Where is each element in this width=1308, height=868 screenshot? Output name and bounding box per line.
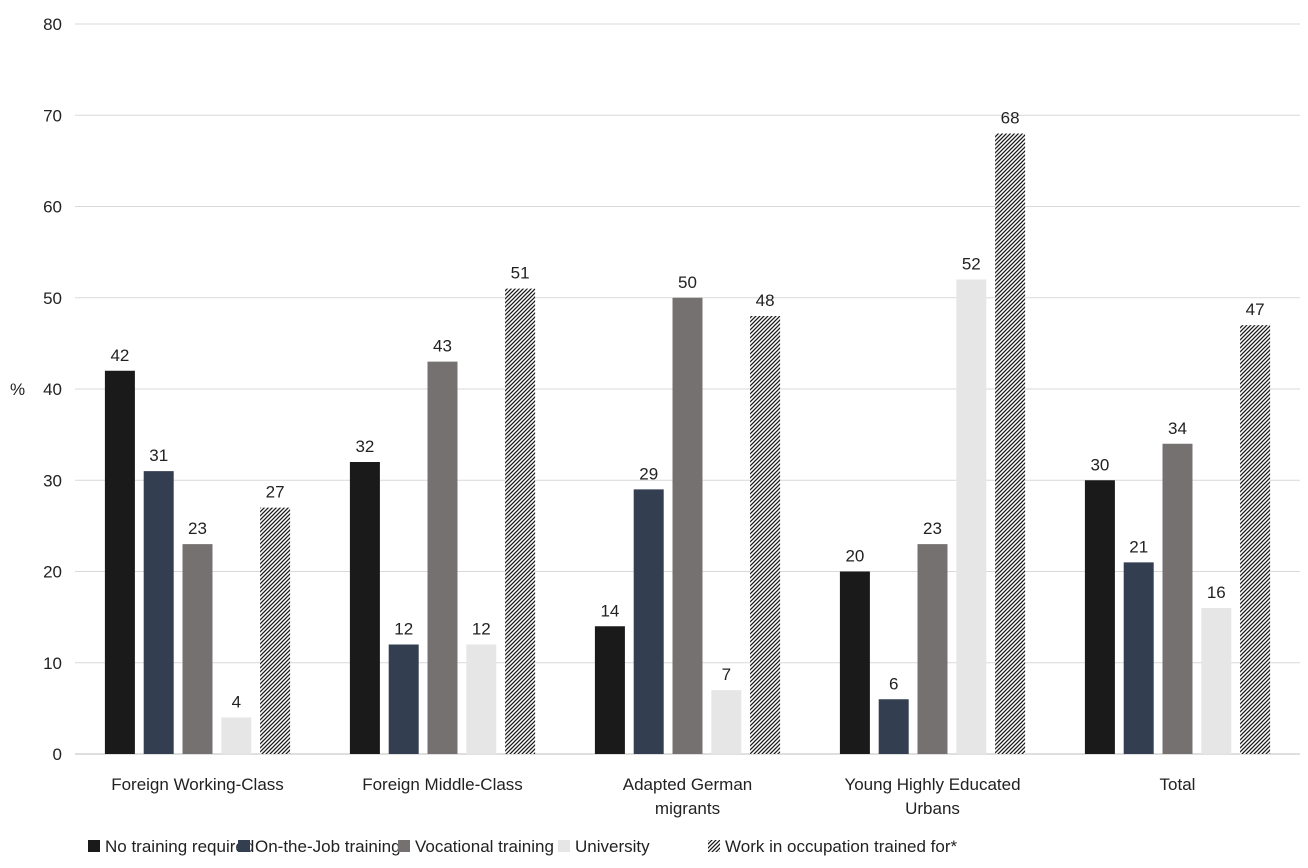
y-tick-label: 60 (43, 198, 62, 217)
bar (1084, 480, 1115, 754)
data-label: 47 (1246, 300, 1265, 319)
bar (466, 644, 497, 754)
bar (594, 626, 625, 754)
legend-label: Work in occupation trained for* (725, 837, 958, 856)
legend-item: No training required (88, 837, 254, 856)
x-axis-category-labels: Foreign Working-Class Foreign Middle-Clas… (111, 775, 1195, 818)
data-label: 32 (355, 437, 374, 456)
x-tick-label: Young Highly Educated Urbans (844, 775, 1020, 818)
legend-item: Vocational training (398, 837, 554, 856)
data-label: 30 (1090, 455, 1109, 474)
bar (221, 717, 252, 754)
legend-label: On-the-Job training (255, 837, 401, 856)
legend-label: Vocational training (415, 837, 554, 856)
bar (104, 370, 135, 754)
y-tick-label: 40 (43, 380, 62, 399)
data-label: 12 (472, 620, 491, 639)
legend-item: University (558, 837, 650, 856)
x-tick-label: Adapted German migrants (623, 775, 752, 818)
bar (349, 462, 380, 754)
bar (388, 644, 419, 754)
data-label: 42 (110, 346, 129, 365)
data-label: 14 (600, 601, 619, 620)
data-label: 43 (433, 337, 452, 356)
data-label: 27 (266, 483, 285, 502)
legend-label: No training required (105, 837, 254, 856)
data-label: 50 (678, 273, 697, 292)
bar (956, 279, 987, 754)
bar (1123, 562, 1154, 754)
legend-swatch (398, 840, 410, 852)
y-tick-label: 0 (53, 745, 62, 764)
bar (1240, 325, 1271, 754)
y-tick-label: 20 (43, 563, 62, 582)
y-tick-label: 50 (43, 289, 62, 308)
bar (1201, 608, 1232, 754)
y-tick-label: 10 (43, 654, 62, 673)
data-label: 23 (923, 519, 942, 538)
bar (182, 544, 213, 754)
y-tick-label: 70 (43, 106, 62, 125)
data-label: 48 (756, 291, 775, 310)
y-axis-tick-labels: 0 10 20 30 40 50 60 70 80 (43, 15, 62, 764)
data-label: 52 (962, 255, 981, 274)
data-label: 31 (149, 446, 168, 465)
data-label: 12 (394, 620, 413, 639)
data-label: 23 (188, 519, 207, 538)
data-label: 7 (722, 665, 731, 684)
data-label: 16 (1207, 583, 1226, 602)
legend-swatch (558, 840, 570, 852)
bar (711, 690, 742, 754)
legend: No training required On-the-Job training V… (88, 837, 958, 856)
bar (995, 133, 1026, 754)
data-labels: 42 31 23 4 27 32 12 43 12 51 14 29 50 7 48 20 6 23 52 68 30 2… (110, 109, 1264, 712)
x-tick-label: Foreign Working-Class (111, 775, 284, 794)
bar (672, 297, 703, 754)
data-label: 20 (845, 547, 864, 566)
y-axis-label: % (10, 380, 25, 399)
data-label: 51 (511, 264, 530, 283)
x-tick-label: Foreign Middle-Class (362, 775, 523, 794)
bar (839, 571, 870, 754)
y-tick-label: 30 (43, 471, 62, 490)
data-label: 68 (1001, 109, 1020, 128)
legend-item: On-the-Job training (238, 837, 401, 856)
bar (633, 489, 664, 754)
bars (104, 133, 1271, 754)
data-label: 4 (232, 693, 241, 712)
data-label: 29 (639, 464, 658, 483)
bar (260, 507, 291, 754)
bar (427, 361, 458, 754)
legend-label: University (575, 837, 650, 856)
legend-swatch (238, 840, 250, 852)
bar (750, 316, 781, 754)
data-label: 6 (889, 674, 898, 693)
y-tick-label: 80 (43, 15, 62, 34)
x-tick-label: Total (1160, 775, 1196, 794)
bar (878, 699, 909, 754)
bar (917, 544, 948, 754)
legend-item: Work in occupation trained for* (708, 837, 958, 856)
bar (1162, 443, 1193, 754)
data-label: 21 (1129, 537, 1148, 556)
legend-swatch (88, 840, 100, 852)
bar (505, 288, 536, 754)
legend-swatch (708, 840, 720, 852)
bar (143, 471, 174, 754)
data-label: 34 (1168, 419, 1187, 438)
